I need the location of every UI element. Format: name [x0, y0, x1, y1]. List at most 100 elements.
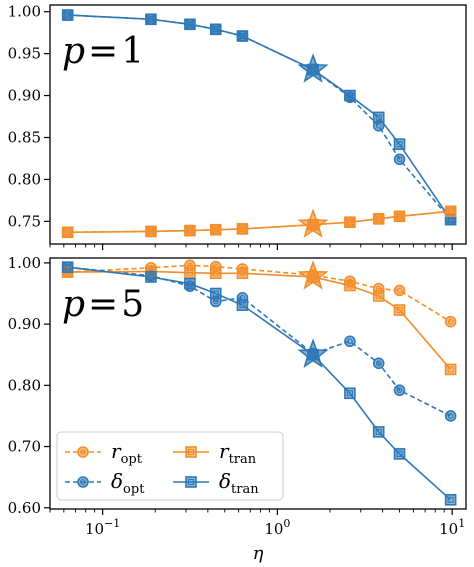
y-tick-label: 0.90 [8, 87, 41, 105]
point-r_opt [393, 284, 406, 297]
point-delta_tran-inner [64, 12, 71, 19]
legend-label-delta_opt: δopt [111, 469, 145, 497]
point-r_tran-inner [375, 215, 382, 222]
point-r_tran-inner [346, 282, 353, 289]
point-r_tran [184, 224, 196, 237]
point-delta_opt-inner [375, 360, 382, 367]
legend-subscript: opt [123, 482, 145, 497]
y-tick-label: 1.00 [8, 3, 41, 21]
point-r_tran [372, 290, 385, 302]
point-delta_tran-inner [375, 114, 382, 121]
point-delta_tran [393, 138, 406, 151]
series-line-delta_opt [67, 266, 451, 417]
point-r_tran-inner [239, 225, 246, 232]
panel-label: p=5 [62, 284, 144, 325]
legend-subscript: tran [231, 482, 259, 497]
point-r_tran [184, 266, 196, 279]
point-delta_tran-inner [447, 216, 454, 223]
x-tick-label: 100 [264, 517, 290, 538]
point-r_tran [236, 267, 249, 280]
y-tick-label: 0.80 [8, 170, 41, 188]
x-tick-exponent: 1 [458, 517, 465, 530]
x-tick-exponent: −1 [104, 517, 120, 530]
point-r_tran [393, 210, 406, 223]
series-line-r_opt [67, 264, 452, 323]
point-delta_tran [61, 9, 74, 21]
point-delta_tran [145, 13, 157, 26]
point-r_tran [344, 216, 356, 228]
point-delta_tran [372, 111, 385, 124]
point-delta_opt-inner [396, 387, 403, 394]
point-r_tran [236, 223, 249, 235]
point-r_tran [209, 223, 222, 236]
point-delta_opt-inner [396, 156, 403, 163]
panel-label-equals: = [88, 31, 118, 72]
point-delta_tran [236, 30, 249, 42]
point-delta_tran [61, 261, 74, 273]
series-line-r_tran [67, 270, 452, 370]
optimum-star-marker [297, 260, 329, 290]
point-r_tran [61, 226, 74, 239]
legend-box [56, 431, 284, 501]
point-delta_tran [209, 287, 222, 300]
point-r_tran-inner [212, 226, 219, 233]
point-delta_tran [209, 23, 222, 36]
point-delta_tran-inner [147, 273, 154, 281]
point-r_tran [372, 213, 385, 225]
legend-marker-r_opt [77, 446, 89, 458]
plot-frame [49, 257, 467, 510]
point-r_tran [444, 205, 457, 218]
point-delta_tran [444, 494, 457, 506]
point-delta_tran-inner [186, 21, 193, 28]
point-r_tran-inner [147, 228, 154, 235]
panel-label-value: 1 [121, 31, 144, 72]
panel-label-value: 5 [121, 284, 144, 325]
point-r_tran [444, 363, 457, 376]
point-delta_opt-inner [447, 413, 454, 419]
x-tick-label: 10−1 [85, 517, 120, 538]
legend-symbol: δ [219, 469, 231, 493]
point-r_tran [393, 304, 406, 316]
legend-marker-delta_tran-inner [187, 478, 195, 486]
point-delta_tran-inner [147, 16, 154, 23]
point-delta_opt [372, 357, 385, 370]
point-delta_opt [393, 384, 406, 397]
x-tick-label: 101 [439, 517, 465, 538]
point-r_tran-inner [186, 227, 193, 234]
x-tick-base: 10 [439, 520, 458, 538]
point-r_tran-inner [186, 269, 193, 276]
point-delta_tran-inner [212, 290, 219, 297]
point-r_tran-inner [396, 306, 403, 314]
point-r_tran-inner [346, 219, 353, 226]
optimum-star-marker [297, 338, 329, 368]
series-line-delta_tran [67, 266, 452, 501]
series-group [61, 9, 457, 239]
x-tick-base: 10 [85, 520, 104, 538]
point-r_tran-inner [447, 208, 454, 215]
y-tick-label: 0.70 [8, 438, 41, 456]
optimum-star-marker [297, 53, 329, 83]
point-delta_tran [236, 299, 249, 311]
point-r_tran-inner [396, 213, 403, 220]
point-r_tran [209, 267, 222, 280]
legend-marker-delta_opt-inner [80, 479, 86, 485]
y-tick-label: 1.00 [8, 254, 41, 272]
point-delta_tran-inner [212, 26, 219, 33]
point-delta_tran [372, 426, 385, 438]
point-delta_tran-inner [239, 302, 246, 309]
point-delta_tran [145, 271, 157, 283]
point-delta_opt [344, 335, 356, 348]
y-tick-label: 0.85 [8, 128, 41, 146]
point-delta_opt [444, 410, 457, 422]
point-r_tran-inner [239, 270, 246, 277]
panel-label-var: p [62, 31, 85, 72]
legend-symbol: δ [111, 469, 123, 493]
y-tick-label: 0.90 [8, 315, 41, 333]
plot-frame [49, 4, 467, 245]
panel-label-var: p [62, 284, 85, 325]
point-delta_opt [393, 153, 406, 166]
point-delta_opt-inner [375, 122, 382, 129]
point-r_tran-inner [64, 229, 71, 236]
y-tick-label: 0.60 [8, 499, 41, 517]
panel-label: p=1 [62, 31, 144, 72]
